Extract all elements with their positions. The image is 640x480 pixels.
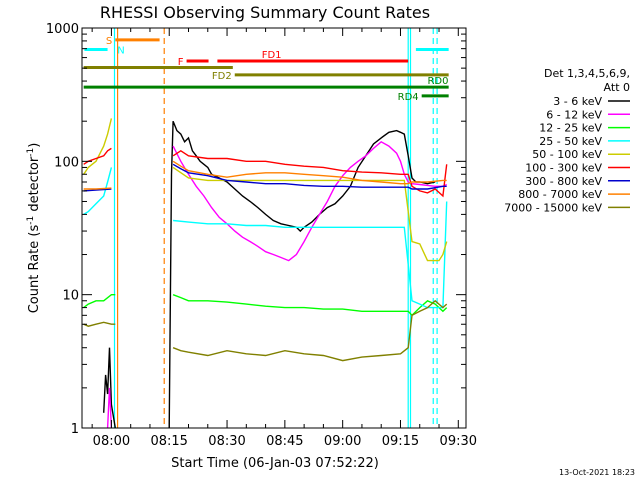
flag-label-5: FD2 [212, 71, 232, 82]
x-tick-label: 09:00 [324, 434, 361, 449]
y-axis-label-main: Count Rate (s [27, 225, 42, 314]
series-line-6 [83, 163, 447, 192]
legend-label-7: 800 - 7000 keV [518, 188, 602, 201]
generation-timestamp: 13-Oct-2021 18:23 [559, 468, 635, 477]
series-line-1 [106, 140, 447, 429]
y-axis-label: Count Rate (s-1 detector-1) [26, 143, 42, 314]
plot-frame [81, 27, 467, 429]
legend-label-2: 12 - 25 keV [539, 122, 602, 135]
x-tick-label: 08:45 [266, 434, 303, 449]
chart-title: RHESSI Observing Summary Count Rates [100, 3, 430, 22]
series-line-0 [103, 120, 436, 429]
y-axis-label-end: ) [27, 143, 42, 148]
legend-title-line-1: Det 1,3,4,5,6,9, [544, 67, 630, 80]
y-tick-label: 10 [62, 289, 79, 304]
flag-label-0: S [106, 36, 112, 47]
y-axis-label-sup-2: -1 [26, 148, 36, 157]
x-tick-label: 08:15 [150, 434, 187, 449]
x-tick-label: 09:30 [440, 434, 477, 449]
series-line-3 [83, 167, 448, 309]
legend-title-line-2: Att 0 [604, 81, 630, 94]
legend-label-0: 3 - 6 keV [553, 95, 602, 108]
series-line-2 [83, 294, 448, 317]
series-line-8 [83, 299, 448, 362]
instrument-state-lines [113, 28, 438, 428]
y-axis-label-sup-1: -1 [26, 216, 36, 225]
y-tick-label: 1000 [46, 22, 79, 37]
x-tick-label: 09:15 [382, 434, 419, 449]
flag-label-3: FD1 [262, 50, 282, 61]
legend-label-3: 25 - 50 keV [539, 135, 602, 148]
x-tick-label: 08:30 [208, 434, 245, 449]
legend-label-6: 300 - 800 keV [525, 175, 602, 188]
x-tick-label: 08:00 [93, 434, 130, 449]
series-line-7 [83, 160, 447, 190]
x-axis-label: Start Time (06-Jan-03 07:52:22) [171, 456, 379, 471]
legend-label-8: 7000 - 15000 keV [504, 201, 602, 214]
legend-label-5: 100 - 300 keV [525, 162, 602, 175]
series-lines [83, 118, 448, 429]
y-axis-label-mid: detector [27, 156, 42, 216]
flag-label-2: F [178, 57, 184, 68]
y-tick-label: 1 [71, 422, 79, 437]
legend-label-4: 50 - 100 keV [532, 148, 602, 161]
axes: 1 10 100 1000 08:00 08:15 08:30 08:45 09:00 09:15… [46, 22, 477, 449]
observing-flags: SN F FD1 FD2 RD0 RD4 [83, 36, 449, 103]
flag-label-6: RD0 [427, 76, 448, 87]
flag-label-1: N [117, 45, 124, 56]
legend-label-1: 6 - 12 keV [546, 108, 602, 121]
flag-label-7: RD4 [398, 92, 419, 103]
y-tick-label: 100 [54, 155, 79, 170]
